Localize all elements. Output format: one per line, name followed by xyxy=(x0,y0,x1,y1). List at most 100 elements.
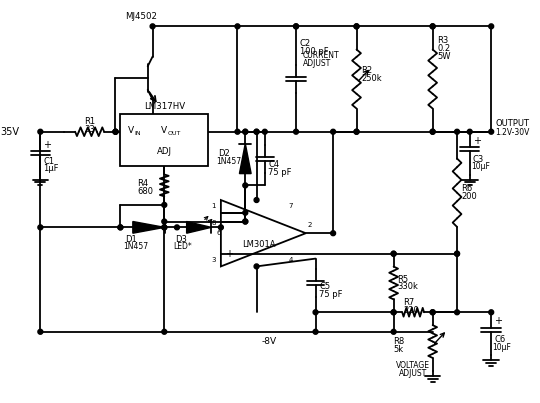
Circle shape xyxy=(243,183,248,188)
Circle shape xyxy=(113,129,118,134)
Text: C1: C1 xyxy=(43,156,55,166)
Text: 1µF: 1µF xyxy=(43,164,59,173)
Text: 5k: 5k xyxy=(394,345,404,354)
Polygon shape xyxy=(239,143,251,174)
Text: OUTPUT: OUTPUT xyxy=(495,119,529,129)
Text: R7: R7 xyxy=(403,298,415,307)
Text: 680: 680 xyxy=(137,187,153,196)
Circle shape xyxy=(38,225,43,230)
Circle shape xyxy=(262,129,267,134)
Circle shape xyxy=(254,129,259,134)
Circle shape xyxy=(455,310,460,315)
Circle shape xyxy=(243,219,248,224)
Circle shape xyxy=(150,24,155,29)
Text: -8V: -8V xyxy=(262,337,277,346)
Text: +: + xyxy=(225,249,233,259)
Circle shape xyxy=(330,231,335,236)
Circle shape xyxy=(489,310,494,315)
Text: 7: 7 xyxy=(288,203,293,209)
Circle shape xyxy=(467,129,472,134)
Circle shape xyxy=(243,129,248,134)
Text: R8: R8 xyxy=(394,337,405,346)
Text: R1: R1 xyxy=(84,117,95,127)
Text: D2: D2 xyxy=(218,149,230,158)
Circle shape xyxy=(162,202,167,208)
Text: C5: C5 xyxy=(320,283,330,291)
Text: 3: 3 xyxy=(211,257,215,263)
Text: R4: R4 xyxy=(137,179,148,188)
Bar xyxy=(120,114,208,166)
Circle shape xyxy=(118,225,123,230)
Circle shape xyxy=(162,225,167,230)
Text: ADJUST: ADJUST xyxy=(303,59,331,68)
Text: 4: 4 xyxy=(288,257,293,263)
Text: C3: C3 xyxy=(472,154,484,164)
Circle shape xyxy=(354,129,359,134)
Text: ADJ: ADJ xyxy=(157,147,172,156)
Text: 33: 33 xyxy=(84,125,95,134)
Circle shape xyxy=(391,251,396,256)
Text: 8: 8 xyxy=(211,220,215,226)
Text: OUT: OUT xyxy=(167,131,180,136)
Circle shape xyxy=(235,24,240,29)
Text: 1N457: 1N457 xyxy=(123,242,148,251)
Circle shape xyxy=(243,210,248,215)
Text: CURRENT: CURRENT xyxy=(303,51,340,60)
Text: 330k: 330k xyxy=(397,283,418,291)
Circle shape xyxy=(118,225,123,230)
Circle shape xyxy=(254,264,259,269)
Text: R3: R3 xyxy=(437,36,449,46)
Circle shape xyxy=(162,219,167,224)
Circle shape xyxy=(354,24,359,29)
Circle shape xyxy=(489,24,494,29)
Text: MJ4502: MJ4502 xyxy=(125,12,157,21)
Circle shape xyxy=(243,129,248,134)
Circle shape xyxy=(391,310,396,315)
Circle shape xyxy=(313,310,318,315)
Text: 6: 6 xyxy=(216,230,220,236)
Circle shape xyxy=(294,24,299,29)
Circle shape xyxy=(430,24,435,29)
Circle shape xyxy=(330,129,335,134)
Circle shape xyxy=(235,129,240,134)
Text: 220: 220 xyxy=(403,306,419,315)
Circle shape xyxy=(219,225,224,230)
Text: LM317HV: LM317HV xyxy=(144,102,185,111)
Text: 35V: 35V xyxy=(0,127,19,137)
Circle shape xyxy=(354,129,359,134)
Circle shape xyxy=(430,310,435,315)
Text: 2: 2 xyxy=(308,222,312,229)
Text: 100 pF: 100 pF xyxy=(300,47,328,56)
Circle shape xyxy=(162,329,167,334)
Text: V: V xyxy=(128,126,134,135)
Circle shape xyxy=(391,329,396,334)
Circle shape xyxy=(162,225,167,230)
Circle shape xyxy=(294,129,299,134)
Text: 10µF: 10µF xyxy=(471,162,490,171)
Circle shape xyxy=(254,197,259,202)
Text: C2: C2 xyxy=(300,39,311,48)
Text: LM301A: LM301A xyxy=(242,241,276,249)
Text: 1.2V-30V: 1.2V-30V xyxy=(495,128,530,137)
Circle shape xyxy=(391,251,396,256)
Circle shape xyxy=(313,329,318,334)
Text: 75 pF: 75 pF xyxy=(320,290,343,299)
Circle shape xyxy=(113,129,118,134)
Circle shape xyxy=(430,310,435,315)
Circle shape xyxy=(391,310,396,315)
Text: VOLTAGE: VOLTAGE xyxy=(396,361,430,370)
Circle shape xyxy=(174,225,179,230)
Text: D3: D3 xyxy=(175,235,187,243)
Circle shape xyxy=(38,129,43,134)
Circle shape xyxy=(430,129,435,134)
Text: R6: R6 xyxy=(461,184,472,193)
Text: 1: 1 xyxy=(211,203,215,209)
Text: IN: IN xyxy=(134,131,140,136)
Polygon shape xyxy=(133,222,165,233)
Circle shape xyxy=(354,24,359,29)
Polygon shape xyxy=(187,222,211,233)
Text: V: V xyxy=(161,126,167,135)
Text: 10µF: 10µF xyxy=(492,343,511,352)
Circle shape xyxy=(113,129,118,134)
Circle shape xyxy=(430,129,435,134)
